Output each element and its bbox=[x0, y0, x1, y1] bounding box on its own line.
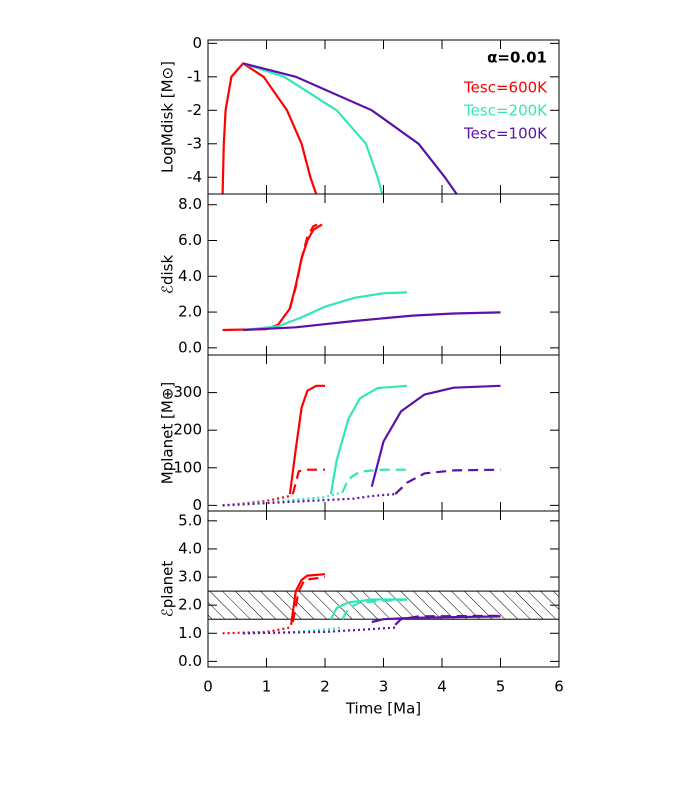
axes-frame bbox=[207, 510, 560, 668]
y-tick-label: -4 bbox=[187, 168, 202, 186]
y-tick-label: -3 bbox=[187, 134, 202, 152]
series-line bbox=[221, 61, 318, 195]
y-tick-label: 1.0 bbox=[178, 624, 202, 642]
y-tick-label: -2 bbox=[187, 101, 202, 119]
series-line bbox=[243, 311, 501, 332]
x-tick-label: 4 bbox=[437, 678, 447, 696]
y-tick-label: 2.0 bbox=[178, 596, 202, 614]
series-line bbox=[329, 384, 407, 495]
series-line bbox=[222, 493, 396, 507]
series-line bbox=[243, 626, 396, 635]
series-line bbox=[242, 62, 384, 195]
hatched-band bbox=[207, 590, 560, 620]
annotation: α=0.01 bbox=[487, 49, 547, 67]
y-tick-label: 5.0 bbox=[178, 511, 202, 529]
series-line bbox=[291, 576, 326, 623]
y-axis-label: ℰdisk bbox=[159, 255, 177, 295]
series-line bbox=[242, 62, 458, 195]
y-axis-label: LogMdisk [M⊙] bbox=[159, 61, 177, 173]
x-tick-label: 2 bbox=[320, 678, 330, 696]
series-line bbox=[329, 598, 407, 620]
axes-frame bbox=[207, 193, 560, 356]
y-tick-label: 3.0 bbox=[178, 568, 202, 586]
series-line bbox=[242, 291, 407, 332]
x-tick-label: 6 bbox=[554, 678, 564, 696]
series-line bbox=[370, 384, 501, 487]
series-line bbox=[371, 615, 501, 624]
y-tick-label: 4.0 bbox=[178, 539, 202, 557]
y-tick-label: -1 bbox=[187, 67, 202, 85]
series-line bbox=[394, 468, 501, 495]
y-tick-label: 8.0 bbox=[178, 195, 202, 213]
y-tick-label: 6.0 bbox=[178, 231, 202, 249]
axes-frame bbox=[207, 354, 560, 512]
series-line bbox=[288, 384, 325, 495]
series-line bbox=[288, 221, 323, 309]
series-line bbox=[394, 614, 501, 626]
y-tick-label: 0 bbox=[192, 34, 202, 52]
series-line bbox=[291, 468, 325, 495]
x-axis-label: Time [Ma] bbox=[345, 700, 421, 718]
y-tick-label: 300 bbox=[173, 383, 202, 401]
legend-entry: Tesc=600K bbox=[463, 79, 548, 97]
legend-entry: Tesc=200K bbox=[463, 102, 548, 120]
y-tick-label: 4.0 bbox=[178, 267, 202, 285]
y-tick-label: 0.0 bbox=[178, 338, 202, 356]
y-axis-label: ℰplanet bbox=[159, 561, 177, 618]
y-tick-label: 100 bbox=[173, 458, 202, 476]
x-tick-label: 5 bbox=[496, 678, 506, 696]
x-tick-label: 0 bbox=[203, 678, 213, 696]
x-tick-label: 1 bbox=[262, 678, 272, 696]
y-tick-label: 2.0 bbox=[178, 303, 202, 321]
series-line bbox=[290, 573, 326, 625]
y-tick-label: 0 bbox=[192, 496, 202, 514]
legend-entry: Tesc=100K bbox=[463, 125, 548, 143]
y-tick-label: 0.0 bbox=[178, 652, 202, 670]
y-tick-label: 200 bbox=[173, 421, 202, 439]
series-line bbox=[341, 468, 407, 493]
series-line bbox=[341, 598, 407, 620]
x-tick-label: 3 bbox=[379, 678, 389, 696]
y-axis-label: Mplanet [M⊕] bbox=[159, 382, 177, 484]
